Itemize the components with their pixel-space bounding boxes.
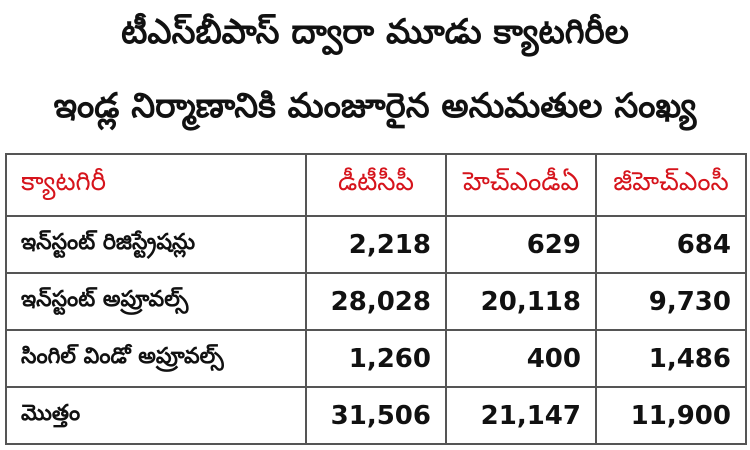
table-row: ఇన్‌స్టంట్ రిజిస్ట్రేషన్లు 2,218 629 684	[5, 215, 747, 274]
row-category-total: మొత్తం	[5, 386, 307, 445]
table-row-total: మొత్తం 31,506 21,147 11,900	[5, 386, 747, 445]
cell-ghmc-total: 11,900	[595, 386, 747, 445]
cell-dtcp: 28,028	[305, 272, 447, 331]
cell-hmda: 629	[445, 215, 597, 274]
table-row: ఇన్‌స్టంట్ అప్రూవల్స్ 28,028 20,118 9,73…	[5, 272, 747, 331]
row-category: ఇన్‌స్టంట్ రిజిస్ట్రేషన్లు	[5, 215, 307, 274]
header-hmda: హెచ్ఎండీఏ	[445, 153, 597, 217]
table-row: సింగిల్ విండో అప్రూవల్స్ 1,260 400 1,486	[5, 329, 747, 388]
cell-hmda: 20,118	[445, 272, 597, 331]
cell-ghmc: 9,730	[595, 272, 747, 331]
cell-hmda-total: 21,147	[445, 386, 597, 445]
table-header-row: క్యాటగిరీ డీటీసీపీ హెచ్ఎండీఏ జీహెచ్ఎంసీ	[5, 153, 747, 217]
title-line-1: టీఎస్‌బీపాస్ ద్వారా మూడు క్యాటగిరీల	[121, 12, 629, 52]
header-category: క్యాటగిరీ	[5, 153, 307, 217]
header-ghmc: జీహెచ్ఎంసీ	[595, 153, 747, 217]
cell-hmda: 400	[445, 329, 597, 388]
permissions-table: క్యాటగిరీ డీటీసీపీ హెచ్ఎండీఏ జీహెచ్ఎంసీ …	[5, 153, 747, 445]
row-category: ఇన్‌స్టంట్ అప్రూవల్స్	[5, 272, 307, 331]
cell-dtcp-total: 31,506	[305, 386, 447, 445]
cell-dtcp: 2,218	[305, 215, 447, 274]
cell-ghmc: 1,486	[595, 329, 747, 388]
cell-ghmc: 684	[595, 215, 747, 274]
header-dtcp: డీటీసీపీ	[305, 153, 447, 217]
row-category: సింగిల్ విండో అప్రూవల్స్	[5, 329, 307, 388]
title-line-2: ఇండ్ల నిర్మాణానికి మంజూరైన అనుమతుల సంఖ్య	[53, 86, 697, 126]
cell-dtcp: 1,260	[305, 329, 447, 388]
